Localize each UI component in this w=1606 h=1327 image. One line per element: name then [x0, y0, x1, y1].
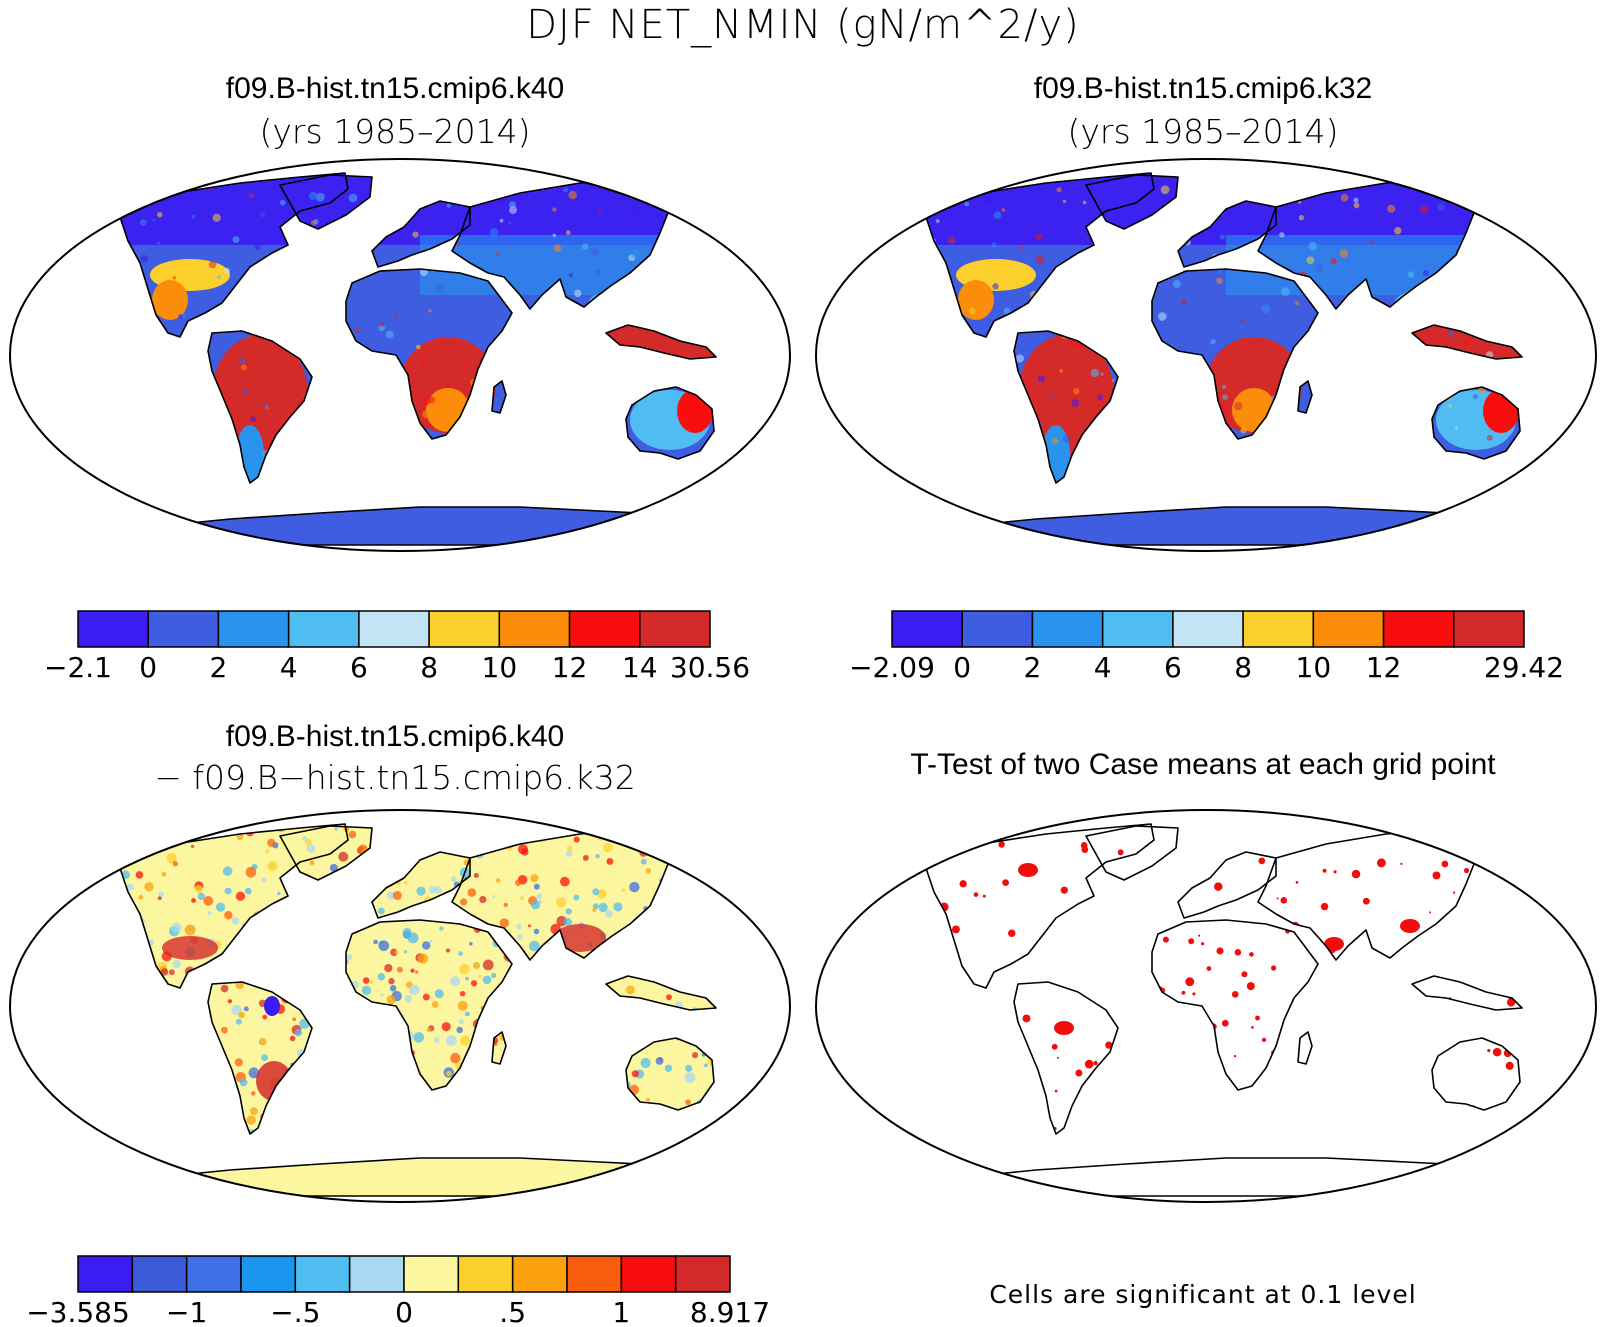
colorbar-label: −2.1 — [44, 651, 112, 684]
colorbar-label: .5 — [499, 1296, 526, 1327]
colorbar-swatch — [185, 1255, 242, 1293]
colorbar-swatch — [1453, 610, 1525, 648]
panel-2-map — [815, 158, 1597, 552]
colorbar-swatch — [620, 1255, 677, 1293]
colorbar-label: 8.917 — [690, 1296, 770, 1327]
colorbar-label: 4 — [1094, 651, 1112, 684]
colorbar-label: 10 — [482, 651, 518, 684]
colorbar-swatch — [77, 1255, 134, 1293]
colorbar-label: 2 — [210, 651, 228, 684]
colorbar-label: 6 — [350, 651, 368, 684]
colorbar-swatch — [287, 610, 360, 648]
colorbar-label: −2.09 — [849, 651, 935, 684]
panel-1-title: f09.B-hist.tn15.cmip6.k40 — [225, 72, 565, 105]
colorbar-label: 12 — [552, 651, 588, 684]
panel-1-map — [9, 158, 791, 552]
panel-3-colorbar: −3.585 −1 −.5 0 .5 1 8.917 — [26, 1255, 770, 1327]
panel-2-subtitle: (yrs 1985–2014) — [1067, 112, 1339, 151]
colorbar-swatch — [217, 610, 290, 648]
colorbar-swatch — [131, 1255, 188, 1293]
colorbar-swatch — [1172, 610, 1244, 648]
panel-1-colorbar: −2.1 0 2 4 6 8 10 12 14 30.56 — [44, 610, 750, 684]
colorbar-swatch — [674, 1255, 731, 1293]
panel-4-title: T-Test of two Case means at each grid po… — [910, 748, 1496, 781]
colorbar-swatch — [1312, 610, 1385, 648]
colorbar-swatch — [568, 610, 641, 648]
colorbar-swatch — [1101, 610, 1174, 648]
colorbar-label: 30.56 — [670, 651, 750, 684]
colorbar-label: 4 — [280, 651, 298, 684]
colorbar-swatch — [1382, 610, 1455, 648]
colorbar-label: 10 — [1296, 651, 1332, 684]
colorbar-swatch — [77, 610, 149, 648]
colorbar-swatch — [891, 610, 963, 648]
colorbar-label: 29.42 — [1484, 651, 1564, 684]
colorbar-label: 6 — [1164, 651, 1182, 684]
colorbar-label: 8 — [420, 651, 438, 684]
colorbar-swatch — [1242, 610, 1315, 648]
panel-2-title: f09.B-hist.tn15.cmip6.k32 — [1033, 72, 1373, 105]
colorbar-swatch — [403, 1255, 460, 1293]
significance-note: Cells are significant at 0.1 level — [989, 1280, 1417, 1309]
colorbar-swatch — [498, 610, 571, 648]
colorbar-swatch — [457, 1255, 514, 1293]
colorbar-swatch — [358, 610, 430, 648]
colorbar-swatch — [240, 1255, 297, 1293]
colorbar-label: 1 — [612, 1296, 630, 1327]
panel-2-colorbar: −2.09 0 2 4 6 8 10 12 29.42 — [849, 610, 1564, 684]
panel-4-map — [815, 809, 1597, 1203]
figure-title: DJF NET_NMIN (gN/m^2/y) — [526, 2, 1080, 48]
colorbar-swatch — [294, 1255, 351, 1293]
colorbar-swatch — [511, 1255, 568, 1293]
colorbar-label: 8 — [1234, 651, 1252, 684]
panel-1-subtitle: (yrs 1985–2014) — [259, 112, 531, 151]
colorbar-swatch — [961, 610, 1034, 648]
colorbar-swatch — [566, 1255, 623, 1293]
colorbar-label: −.5 — [270, 1296, 320, 1327]
colorbar-swatch — [1031, 610, 1104, 648]
colorbar-label: 0 — [139, 651, 157, 684]
colorbar-label: 14 — [622, 651, 658, 684]
colorbar-label: 0 — [953, 651, 971, 684]
panel-3-subtitle: − f09.B−hist.tn15.cmip6.k32 — [154, 758, 636, 797]
colorbar-swatch — [428, 610, 501, 648]
colorbar-label: 2 — [1024, 651, 1042, 684]
panel-3-map — [9, 809, 791, 1203]
colorbar-label: 12 — [1366, 651, 1402, 684]
panel-3-title: f09.B-hist.tn15.cmip6.k40 — [225, 720, 565, 753]
colorbar-label: −1 — [166, 1296, 207, 1327]
colorbar-label: 0 — [395, 1296, 413, 1327]
colorbar-label: −3.585 — [26, 1296, 130, 1327]
colorbar-swatch — [147, 610, 220, 648]
colorbar-swatch — [348, 1255, 405, 1293]
colorbar-swatch — [639, 610, 711, 648]
